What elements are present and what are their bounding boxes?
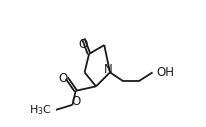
Text: H$_3$C: H$_3$C <box>29 103 52 117</box>
Text: O: O <box>71 95 80 108</box>
Text: OH: OH <box>157 66 175 79</box>
Text: O: O <box>59 72 68 85</box>
Text: N: N <box>104 63 113 76</box>
Text: O: O <box>79 38 88 51</box>
